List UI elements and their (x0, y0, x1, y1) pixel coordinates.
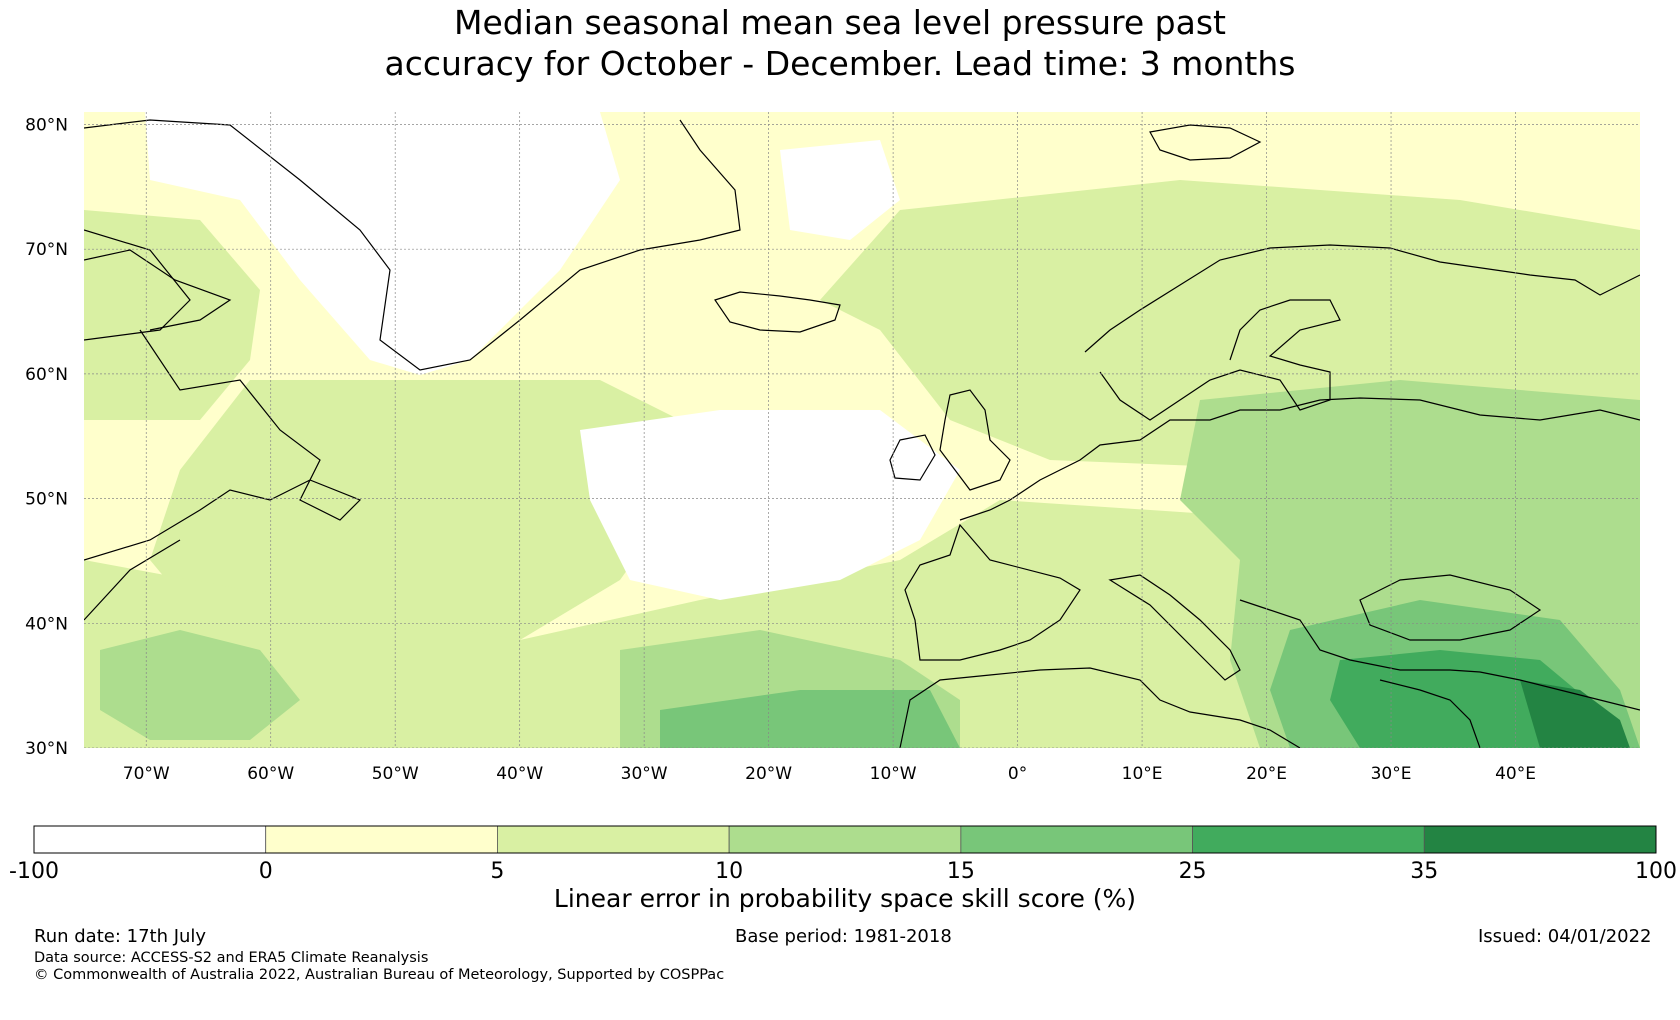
coastline-europe-mainland (959, 397, 1640, 521)
lon-label: 40°W (496, 764, 543, 784)
coastline-baffin-island (84, 249, 232, 331)
lon-label: 0° (1008, 764, 1027, 784)
coastline-iceland (714, 291, 841, 333)
coastline-iberia (904, 523, 1081, 661)
colorbar-tick-label: 100 (1635, 859, 1677, 884)
coastlines (84, 119, 1640, 748)
map-title-line2: accuracy for October - December. Lead ti… (384, 44, 1296, 83)
colorbar (33, 825, 1657, 854)
colorbar-swatch (960, 825, 1193, 854)
colorbar-swatch (33, 825, 267, 854)
coastline-balkans-turkey (1239, 599, 1640, 711)
coastline-east-mediterranean (1379, 679, 1481, 748)
coastline-greenland (84, 119, 741, 371)
lat-label: 80°N (25, 115, 68, 135)
colorbar-label: Linear error in probability space skill … (553, 884, 1137, 913)
colorbar-tick-label: 15 (947, 859, 975, 884)
latitude-labels: 80°N 70°N 60°N 50°N 40°N 30°N (25, 115, 68, 759)
lat-label: 60°N (25, 365, 68, 385)
map-title-line1: Median seasonal mean sea level pressure … (454, 3, 1226, 42)
colorbar-swatch (265, 825, 498, 854)
lon-label: 20°W (745, 764, 792, 784)
lon-label: 20°E (1246, 764, 1287, 784)
lon-label: 70°W (123, 764, 170, 784)
lon-label: 10°W (870, 764, 917, 784)
skill-zone-10-15-sw (100, 630, 300, 740)
graticule (84, 112, 1640, 748)
lon-label: 30°E (1371, 764, 1412, 784)
coastline-north-africa (899, 667, 1301, 748)
coastline-north-america (84, 229, 362, 621)
colorbar-swatch (1423, 825, 1657, 854)
coastline-british-isles (889, 389, 1011, 491)
skill-zone-15-25-southwest (660, 690, 960, 748)
coastline-scandinavia (1084, 244, 1640, 421)
colorbar-tick-label: -100 (9, 859, 59, 884)
copyright: © Commonwealth of Australia 2022, Austra… (34, 967, 725, 983)
issued-date: Issued: 04/01/2022 (1478, 926, 1652, 947)
colorbar-tick-label: 35 (1410, 859, 1438, 884)
colorbar-swatch (728, 825, 962, 854)
colorbar-tick-label: 25 (1179, 859, 1207, 884)
skill-zone-5-10-mid-atlantic (150, 380, 720, 660)
map-panel (84, 112, 1640, 748)
run-date: Run date: 17th July (34, 926, 207, 947)
colorbar-frame (33, 825, 1657, 854)
colorbar-ticks: -100 0 5 10 15 25 35 100 (9, 859, 1677, 884)
coastline-black-sea (1359, 574, 1542, 641)
skill-zone-5-10-labrador (84, 210, 260, 420)
skill-zone-negative-mid-atlantic (580, 410, 960, 600)
skill-zone-negative-greenland (145, 112, 620, 375)
lat-label: 50°N (25, 490, 68, 510)
map-title: Median seasonal mean sea level pressure … (0, 2, 1680, 84)
base-period: Base period: 1981-2018 (735, 926, 952, 947)
lat-label: 70°N (25, 240, 68, 260)
lon-label: 40°E (1495, 764, 1536, 784)
lon-label: 10°E (1122, 764, 1163, 784)
colorbar-tick-label: 0 (259, 859, 273, 884)
colorbar-tick-label: 5 (490, 859, 504, 884)
coastline-italy (1108, 574, 1241, 681)
lat-label: 40°N (25, 614, 68, 634)
lat-label: 30°N (25, 739, 68, 759)
skill-field (84, 112, 1640, 748)
lon-label: 50°W (372, 764, 419, 784)
skill-zone-negative-iceland-area (780, 140, 900, 240)
colorbar-tick-label: 10 (715, 859, 743, 884)
coastline-svalbard (1149, 124, 1262, 161)
lon-label: 60°W (247, 764, 294, 784)
colorbar-swatch (1192, 825, 1425, 854)
longitude-labels: 70°W 60°W 50°W 40°W 30°W 20°W 10°W 0° 10°E 20°E 30… (123, 764, 1536, 784)
colorbar-swatch (497, 825, 730, 854)
skill-zone-35-100-core (1520, 680, 1630, 748)
lon-label: 30°W (621, 764, 668, 784)
data-source: Data source: ACCESS-S2 and ERA5 Climate … (34, 950, 429, 966)
